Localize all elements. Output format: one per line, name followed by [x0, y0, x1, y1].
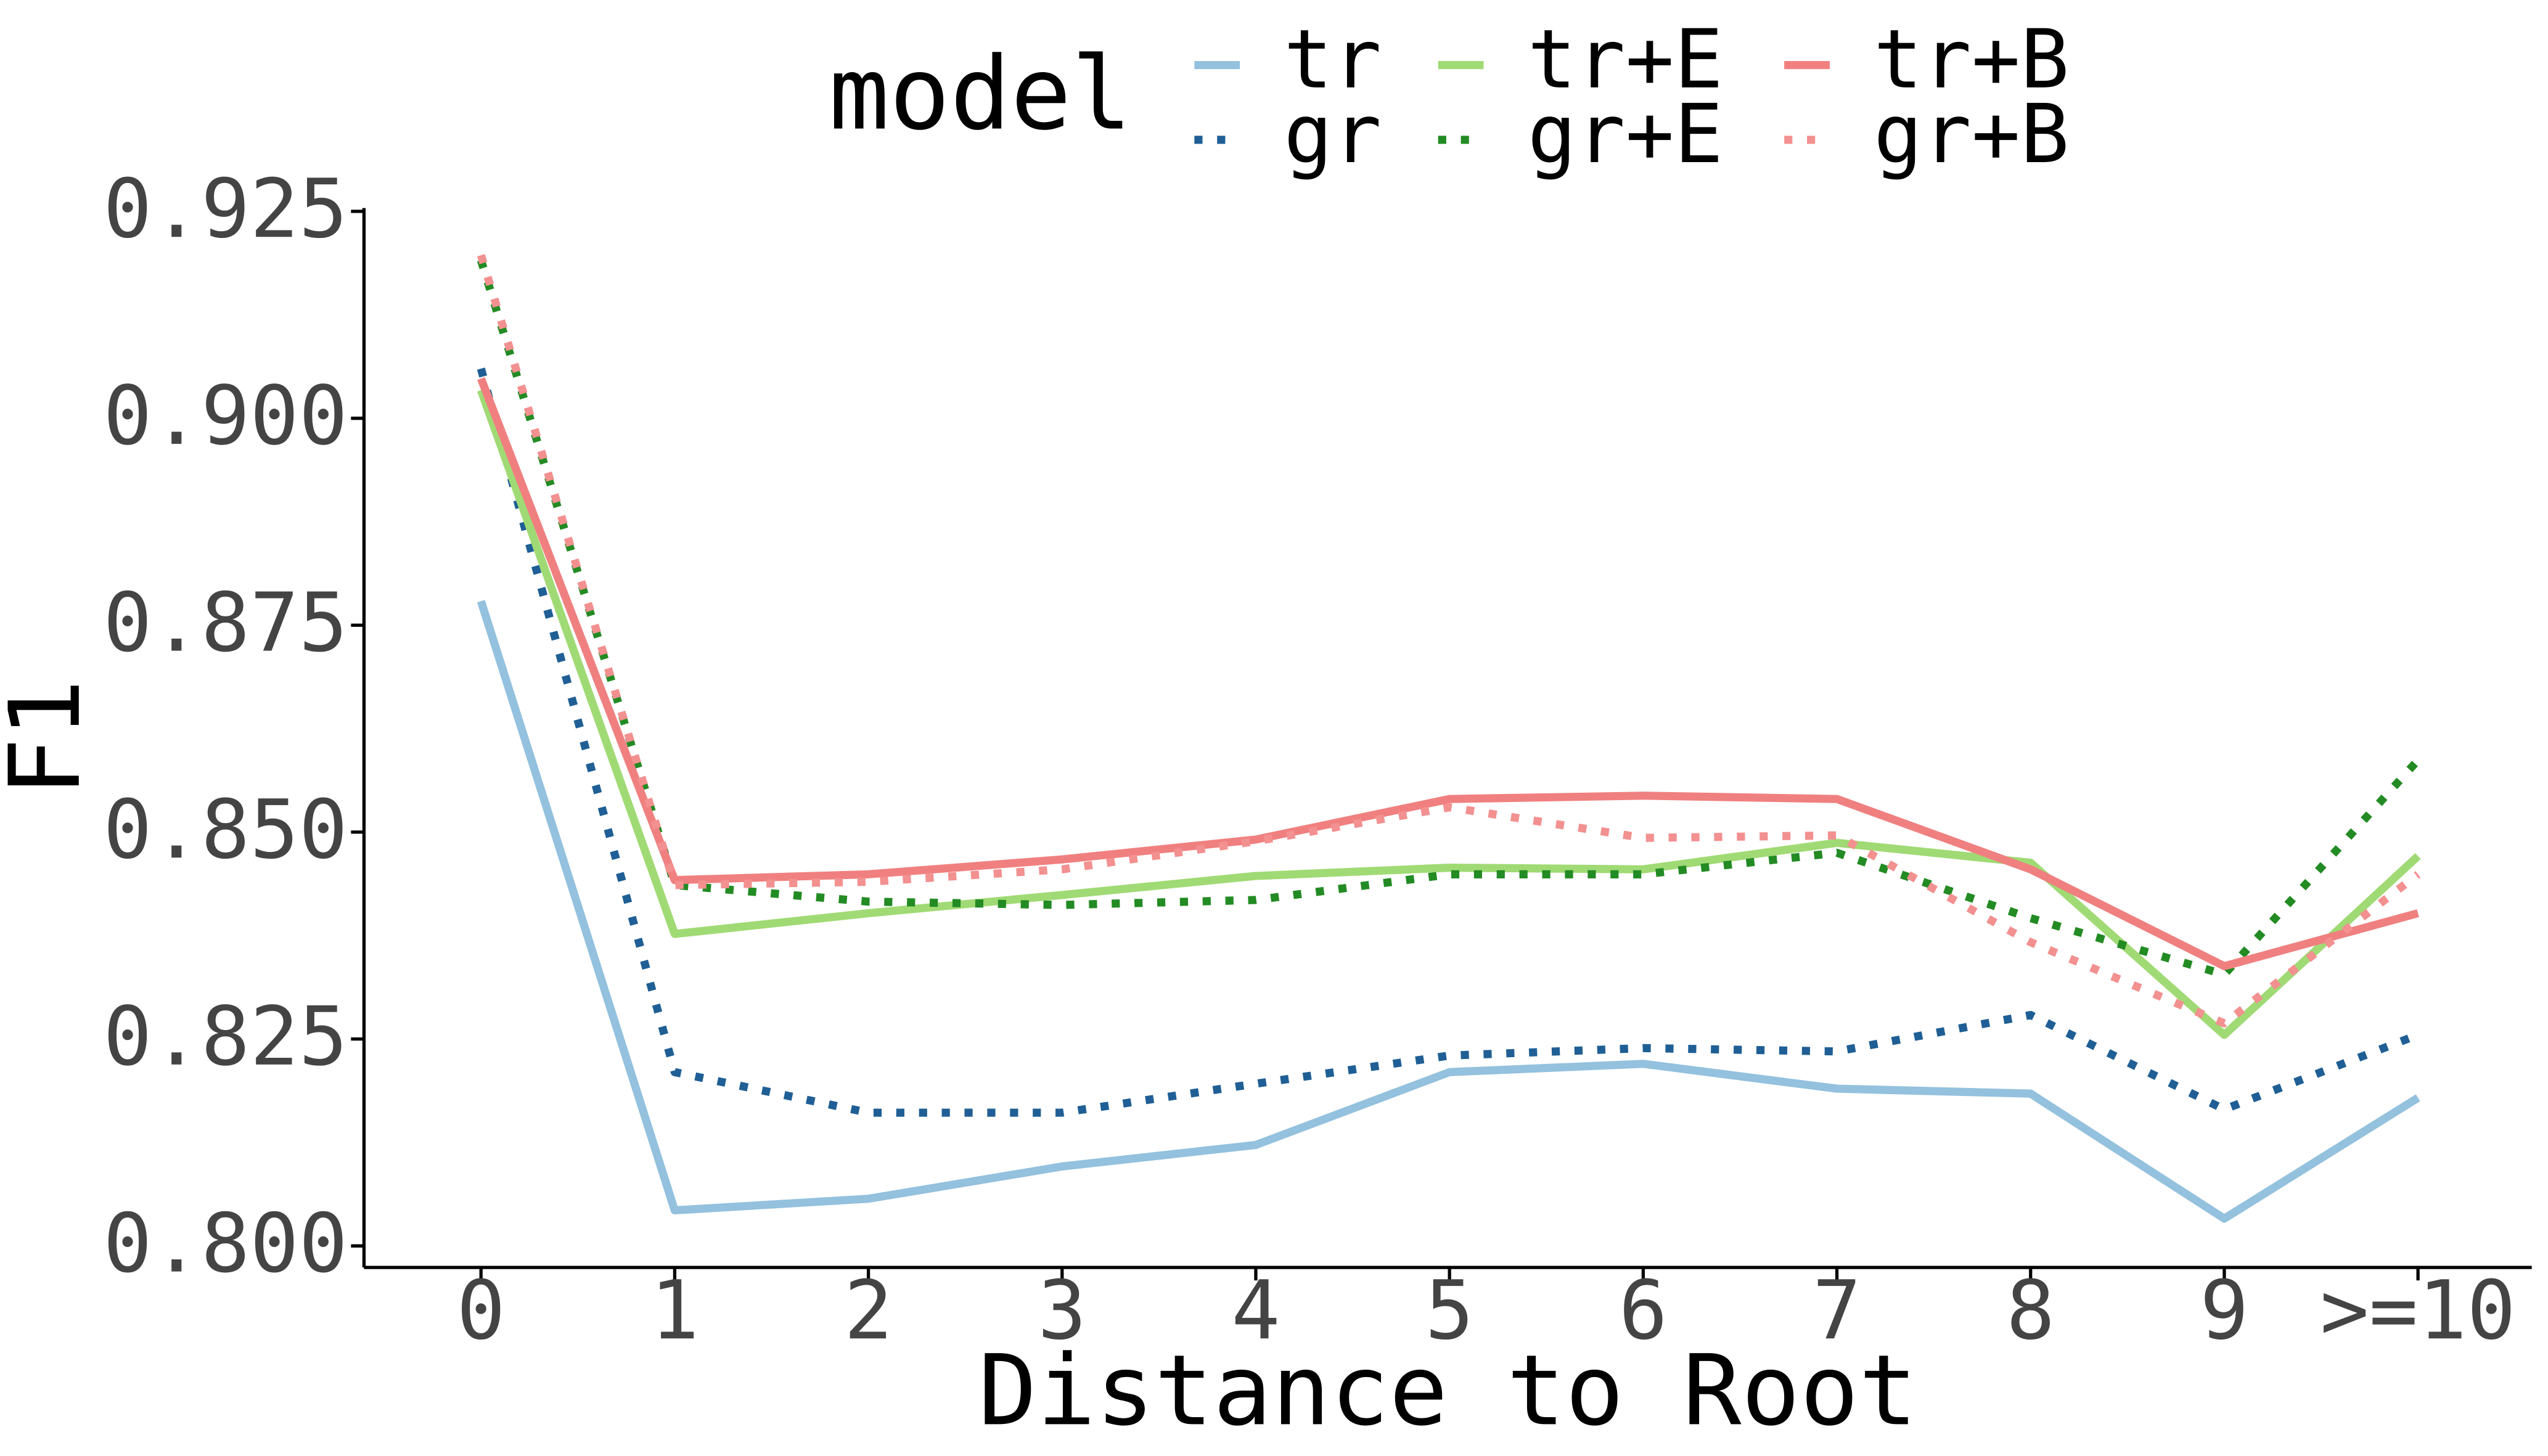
legend-label: gr+E — [1528, 88, 1723, 182]
series-line — [477, 388, 2421, 1039]
x-tick-label: 0 — [457, 1264, 506, 1358]
legend-label: tr — [1284, 13, 1382, 107]
x-tick-label: 1 — [650, 1264, 699, 1358]
y-axis-label: F1 — [0, 679, 102, 796]
legend-label: tr+B — [1874, 13, 2069, 107]
legend-label: gr+B — [1874, 88, 2069, 182]
y-tick-label: 0.800 — [103, 1197, 348, 1291]
x-tick-label: 4 — [1231, 1264, 1280, 1358]
x-tick-label: >=10 — [2320, 1264, 2515, 1358]
series-line — [477, 254, 2421, 1028]
y-tick-label: 0.825 — [103, 990, 348, 1084]
legend-label: gr — [1284, 88, 1382, 182]
series-line — [477, 377, 2419, 970]
y-tick-label: 0.875 — [103, 576, 348, 671]
series-line — [477, 600, 2420, 1223]
x-tick-label: 7 — [1813, 1264, 1861, 1358]
x-tick-label: 2 — [844, 1264, 893, 1358]
x-tick-label: 6 — [1619, 1264, 1668, 1358]
y-tick-label: 0.925 — [103, 162, 348, 256]
x-tick-label: 8 — [2006, 1264, 2055, 1358]
legend-label: tr+E — [1528, 13, 1723, 107]
legend-title: model — [829, 35, 1132, 152]
x-tick-label: 5 — [1425, 1264, 1473, 1358]
y-tick-label: 0.850 — [103, 783, 348, 877]
x-axis-label: Distance to Root — [978, 1334, 1917, 1447]
x-tick-label: 9 — [2200, 1264, 2248, 1358]
x-tick-label: 3 — [1038, 1264, 1086, 1358]
y-tick-label: 0.900 — [103, 369, 348, 464]
